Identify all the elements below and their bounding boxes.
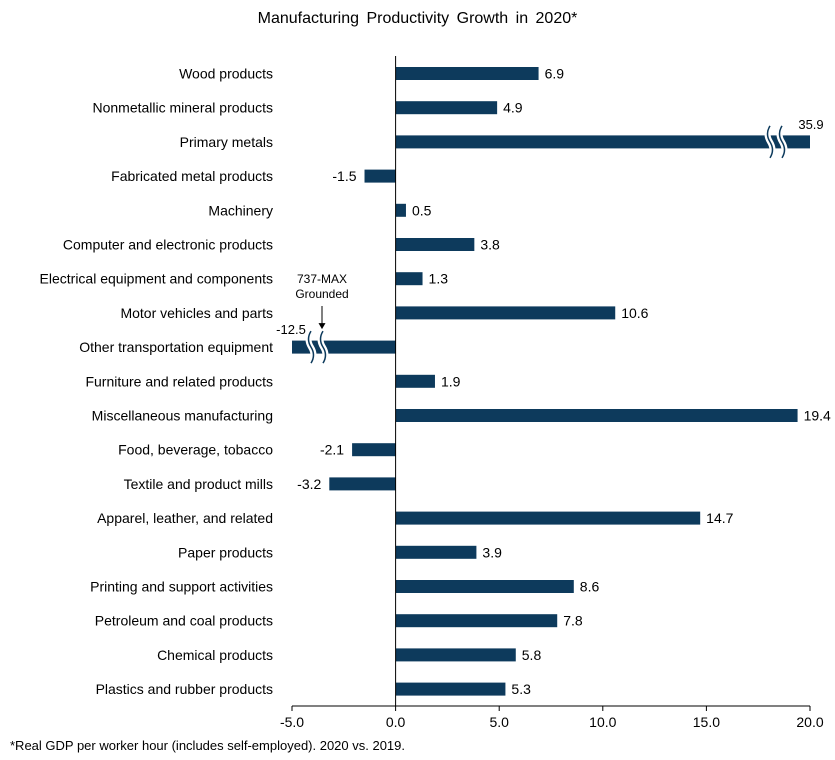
value-label: 19.4 (804, 408, 831, 424)
axis-break-mark (307, 330, 315, 364)
bar-miscellaneous-manufacturing (395, 409, 798, 422)
category-label: Wood products (179, 66, 273, 82)
bar-other-transportation-equipment (292, 340, 396, 354)
x-tick-label: -5.0 (280, 714, 304, 730)
value-label: -2.1 (320, 442, 344, 458)
category-label: Computer and electronic products (63, 237, 273, 253)
axis-break-mark (778, 125, 786, 159)
category-label: Furniture and related products (85, 373, 273, 389)
bar-electrical-equipment-and-components (395, 272, 423, 286)
bar-plastics-and-rubber-products (395, 682, 506, 696)
value-label: 0.5 (412, 202, 432, 218)
x-tick-label: 0.0 (386, 714, 406, 730)
category-label: Nonmetallic mineral products (92, 100, 273, 116)
axis-break-mark (319, 330, 327, 364)
annotation-text: 737-MAX (297, 272, 347, 286)
value-label: -3.2 (297, 476, 321, 492)
value-label: 1.9 (441, 373, 461, 389)
x-tick-label: 20.0 (796, 714, 823, 730)
value-label: 1.3 (429, 271, 449, 287)
value-label: 7.8 (563, 613, 583, 629)
value-label: 3.9 (482, 544, 502, 560)
bar-motor-vehicles-and-parts (395, 306, 616, 320)
bar-primary-metals (395, 135, 810, 149)
category-label: Plastics and rubber products (96, 681, 273, 697)
value-label: 14.7 (706, 510, 733, 526)
category-label: Petroleum and coal products (95, 613, 273, 629)
bar-printing-and-support-activities (395, 580, 574, 593)
value-label: 3.8 (480, 237, 500, 253)
category-label: Motor vehicles and parts (120, 305, 273, 321)
bar-fabricated-metal-products (364, 169, 396, 183)
category-label: Machinery (208, 202, 273, 218)
value-label: 5.3 (511, 681, 531, 697)
category-label: Primary metals (180, 134, 273, 150)
category-label: Miscellaneous manufacturing (92, 408, 273, 424)
x-tick-label: 10.0 (589, 714, 616, 730)
value-label: 4.9 (503, 100, 523, 116)
value-label: 6.9 (545, 66, 565, 82)
category-label: Paper products (178, 544, 273, 560)
annotation-arrow-head (318, 323, 326, 330)
value-label: 8.6 (580, 579, 600, 595)
value-label: -1.5 (332, 168, 356, 184)
bar-furniture-and-related-products (395, 374, 435, 388)
bar-food-beverage-tobacco (352, 443, 396, 457)
value-label: 35.9 (798, 117, 823, 132)
bar-nonmetallic-mineral-products (395, 101, 498, 115)
bar-petroleum-and-coal-products (395, 614, 558, 628)
bar-textile-and-product-mills (329, 477, 396, 491)
category-label: Food, beverage, tobacco (118, 442, 273, 458)
annotation-text: Grounded (295, 287, 348, 301)
bar-chemical-products (395, 648, 516, 662)
category-label: Chemical products (157, 647, 273, 663)
chart-title: Manufacturing Productivity Growth in 202… (257, 10, 578, 27)
bar-computer-and-electronic-products (395, 238, 475, 251)
bar-apparel-leather-and-related (395, 511, 701, 525)
x-tick-label: 15.0 (693, 714, 720, 730)
value-label: 10.6 (621, 305, 648, 321)
category-label: Printing and support activities (90, 579, 273, 595)
bar-wood-products (395, 67, 539, 80)
value-label: 5.8 (522, 647, 542, 663)
axis-break-mark (766, 125, 774, 159)
chart-footnote: *Real GDP per worker hour (includes self… (10, 738, 406, 753)
bar-machinery (395, 203, 406, 217)
value-label: -12.5 (276, 322, 306, 337)
bar-paper-products (395, 545, 477, 559)
x-tick-label: 5.0 (489, 714, 509, 730)
category-label: Fabricated metal products (111, 168, 273, 184)
category-label: Apparel, leather, and related (97, 510, 273, 526)
category-label: Electrical equipment and components (40, 271, 273, 287)
category-label: Other transportation equipment (79, 339, 273, 355)
category-label: Textile and product mills (124, 476, 273, 492)
